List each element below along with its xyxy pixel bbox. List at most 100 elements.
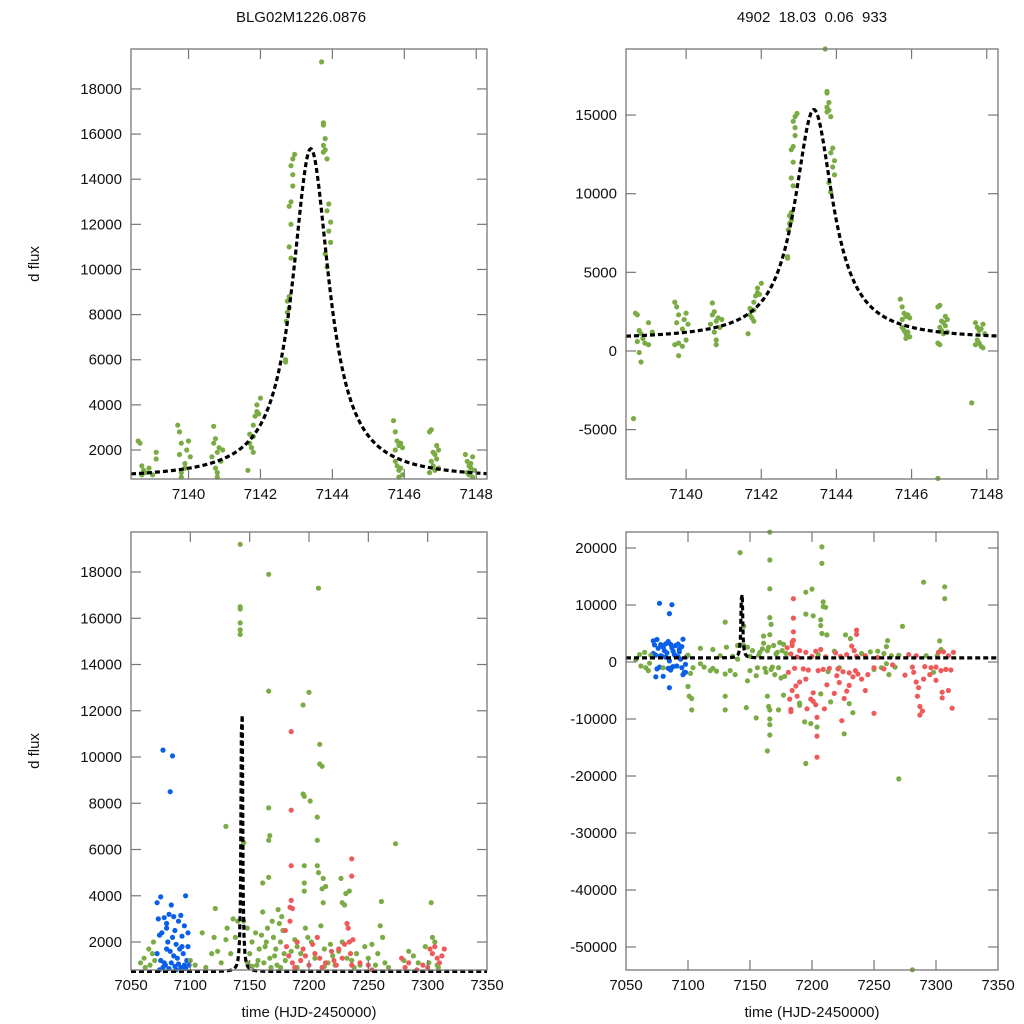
y-tick-label: 2000 — [89, 934, 122, 951]
data-point-season-green — [318, 923, 324, 929]
data-point-season-green — [262, 944, 268, 950]
data-point-season-green — [237, 541, 243, 547]
data-point-season-red — [859, 676, 865, 682]
data-point-field-green — [146, 465, 152, 471]
data-point-season-green — [767, 632, 773, 638]
data-point-season-red — [788, 651, 794, 657]
data-point-season-green — [685, 683, 691, 690]
data-point-field-green — [719, 316, 725, 323]
data-point-season-red — [439, 953, 445, 959]
data-point-season-red — [917, 712, 923, 718]
data-point-season-blue — [660, 673, 666, 679]
data-point-season-blue — [173, 941, 179, 947]
data-point-season-red — [949, 705, 955, 711]
data-point-field-green — [685, 321, 691, 327]
data-point-season-red — [784, 645, 790, 651]
data-point-season-green — [247, 951, 253, 957]
data-point-season-green — [380, 934, 386, 941]
data-point-season-green — [232, 934, 238, 941]
data-point-season-red — [881, 666, 887, 672]
y-tick-label: 12000 — [80, 703, 122, 720]
data-point-season-green — [701, 664, 707, 670]
data-point-season-green — [767, 716, 773, 722]
data-point-season-red — [794, 693, 800, 699]
data-point-season-blue — [654, 636, 660, 643]
data-point-field-green — [250, 422, 256, 428]
panel-top-right: 7140 7142 7144 7146 7148 -5000 0 5000 10000 15000 — [575, 46, 1003, 503]
data-point-season-red — [436, 960, 443, 966]
data-point-season-blue — [185, 930, 191, 936]
data-point-field-green — [972, 320, 979, 326]
data-point-season-green — [305, 934, 311, 941]
data-point-season-green — [279, 914, 285, 920]
data-point-field-green — [392, 458, 398, 464]
data-point-field-green — [324, 208, 330, 214]
data-point-season-blue — [669, 602, 675, 608]
data-point-season-green — [820, 599, 826, 605]
data-point-season-green — [377, 923, 383, 929]
data-points — [135, 59, 477, 480]
data-point-season-green — [783, 650, 789, 657]
data-point-field-green — [153, 456, 159, 462]
data-point-field-green — [292, 151, 298, 157]
y-tick-label: 16000 — [80, 610, 122, 627]
data-point-season-blue — [666, 611, 673, 617]
model-fit-curve — [131, 146, 488, 476]
data-point-season-blue — [660, 643, 666, 649]
data-point-season-red — [347, 951, 354, 957]
data-point-season-green — [428, 900, 434, 906]
data-point-season-green — [885, 638, 891, 644]
x-tick-label: 7140 — [172, 486, 205, 503]
data-point-field-green — [794, 110, 800, 117]
data-point-season-green — [942, 596, 948, 602]
data-point-season-red — [298, 957, 304, 964]
data-point-season-green — [203, 964, 209, 971]
data-point-season-red — [865, 672, 871, 678]
data-point-season-red — [824, 682, 830, 688]
data-point-season-red — [939, 695, 945, 701]
data-point-season-green — [264, 925, 271, 931]
x-tick-label: 7200 — [292, 977, 325, 994]
data-point-season-red — [913, 679, 919, 685]
data-point-season-green — [767, 732, 773, 738]
data-point-season-blue — [680, 636, 686, 642]
data-point-season-red — [349, 873, 355, 879]
data-point-season-blue — [165, 939, 171, 945]
model-fit-curve — [626, 107, 999, 338]
x-tick-label: 7250 — [352, 977, 385, 994]
data-point-season-green — [344, 955, 350, 961]
data-point-season-green — [810, 613, 816, 619]
data-point-season-green — [754, 665, 761, 671]
x-tick-label: 7142 — [745, 486, 778, 503]
data-point-season-red — [314, 934, 320, 941]
data-point-field-green — [320, 142, 326, 148]
x-tick-label: 7150 — [733, 977, 766, 994]
data-point-field-green — [247, 431, 253, 437]
data-point-season-green — [710, 646, 716, 653]
data-point-season-red — [928, 665, 934, 671]
data-point-season-green — [410, 953, 416, 959]
data-point-season-blue — [181, 962, 187, 968]
data-point-season-green — [722, 619, 728, 625]
y-tick-label: 20000 — [575, 540, 617, 557]
data-point-season-blue — [180, 951, 186, 957]
data-point-season-red — [945, 687, 952, 694]
data-point-season-green — [266, 805, 272, 811]
y-tick-label: 10000 — [80, 261, 122, 278]
data-point-season-red — [911, 669, 917, 675]
data-point-season-green — [142, 964, 148, 971]
data-point-field-green — [254, 402, 260, 408]
y-tick-label: 10000 — [80, 749, 122, 766]
data-point-season-red — [922, 664, 928, 670]
data-point-season-green — [814, 724, 820, 730]
data-point-season-green — [824, 632, 830, 638]
data-point-season-green — [244, 925, 250, 931]
data-point-season-green — [747, 668, 753, 674]
x-tick-label: 7100 — [174, 977, 207, 994]
data-point-field-green — [392, 429, 398, 435]
data-point-season-green — [314, 863, 320, 869]
data-point-season-green — [767, 722, 773, 728]
data-point-field-green — [831, 172, 838, 178]
data-point-field-green — [672, 342, 678, 348]
x-tick-label: 7142 — [244, 486, 277, 503]
